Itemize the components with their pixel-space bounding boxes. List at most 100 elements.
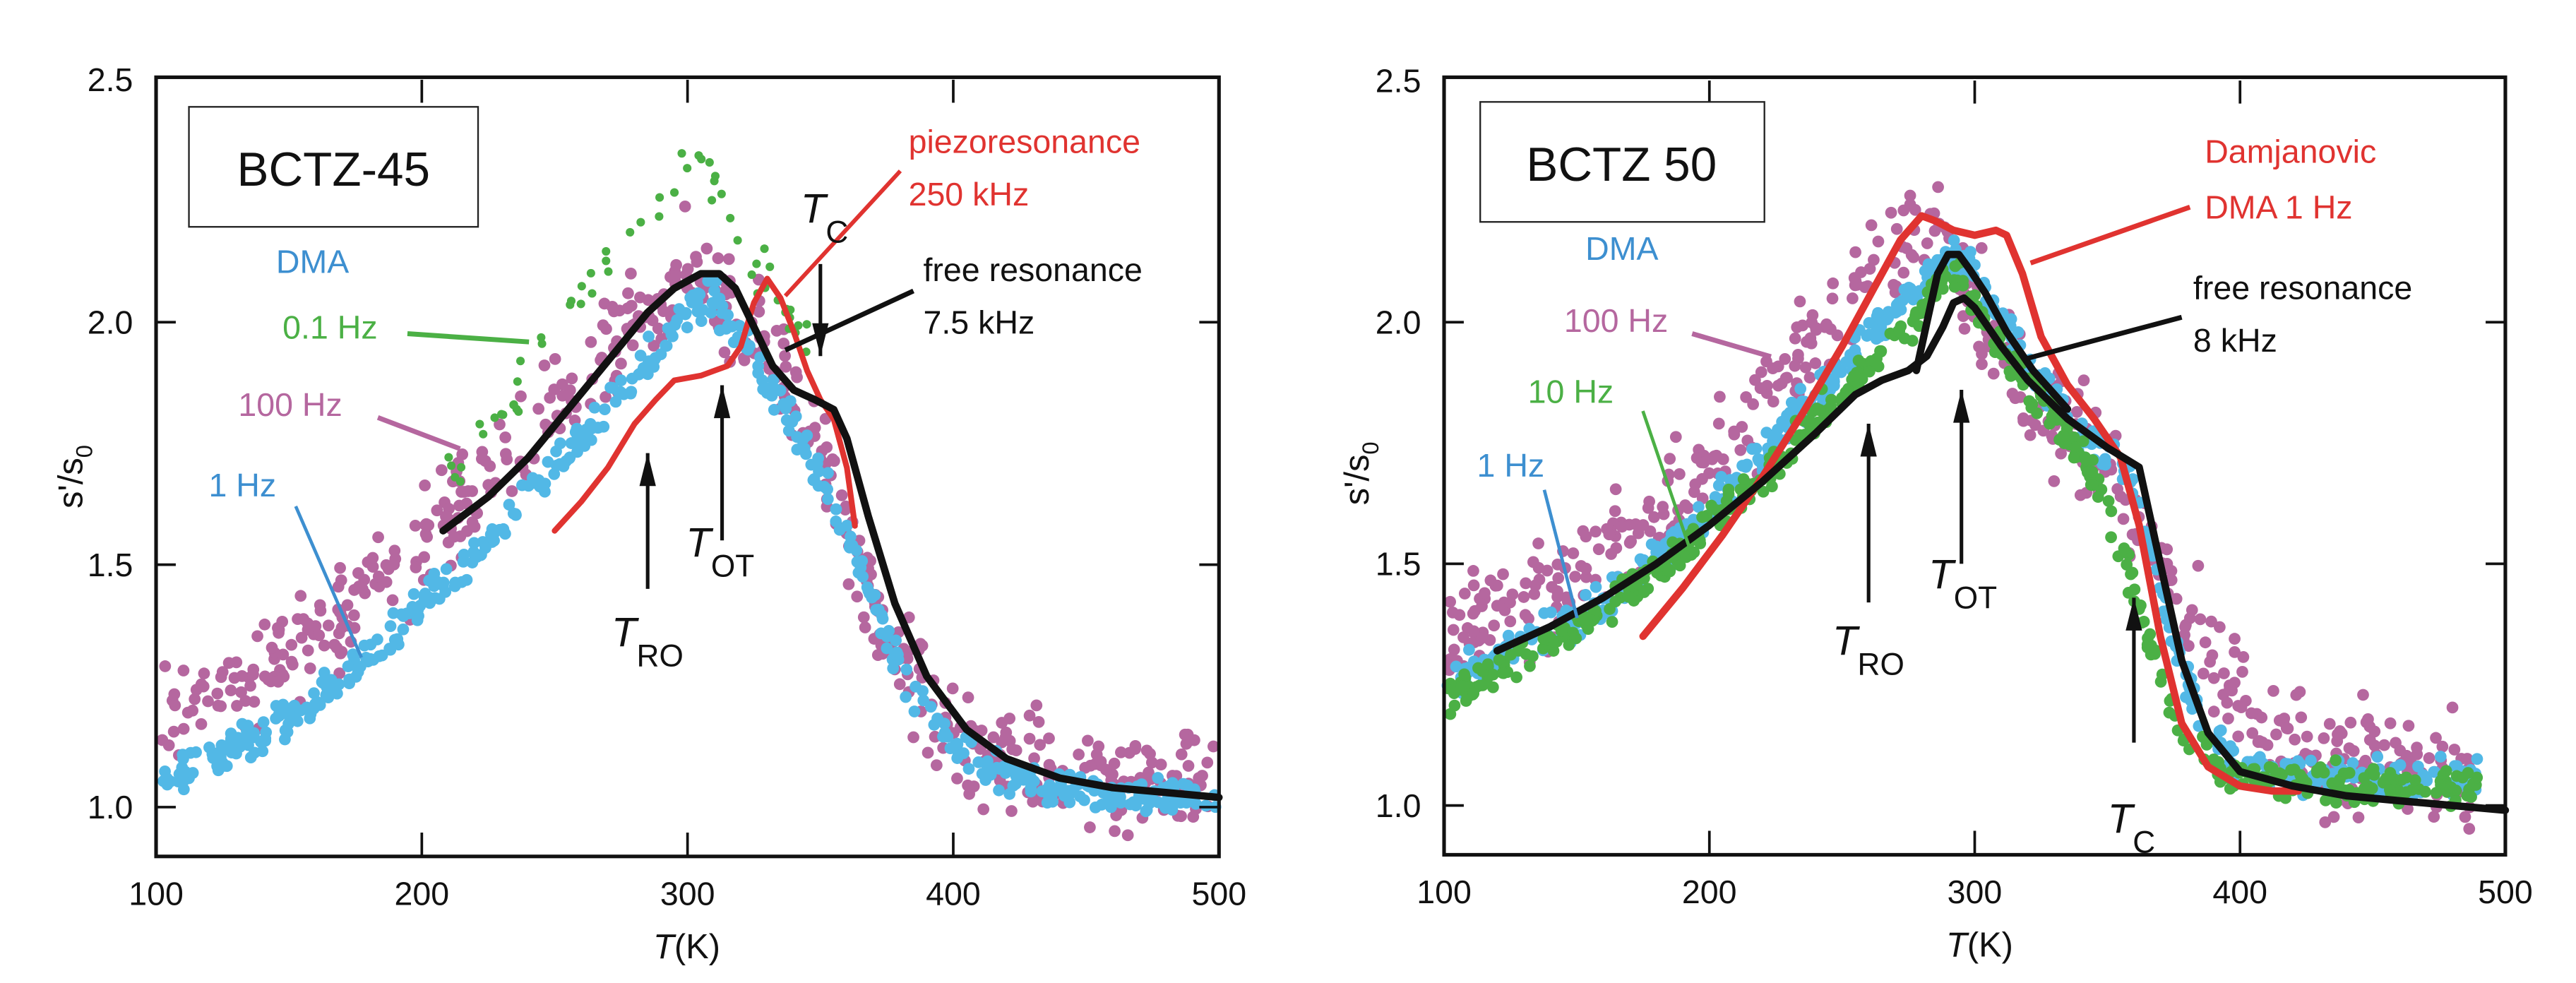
- panel-label-box: BCTZ 50: [1479, 101, 1765, 223]
- data-point: [550, 445, 562, 458]
- data-point: [641, 368, 654, 381]
- data-point: [1524, 660, 1536, 672]
- data-point: [708, 285, 720, 297]
- data-point: [1479, 587, 1491, 600]
- data-point: [718, 346, 731, 359]
- data-point: [1890, 222, 1903, 235]
- data-point: [455, 576, 468, 588]
- data-point: [846, 539, 859, 552]
- data-point: [1616, 520, 1628, 533]
- annotation-100hz: 100 Hz: [1564, 302, 1668, 339]
- data-point: [652, 322, 664, 335]
- data-point: [2366, 782, 2378, 794]
- marker-label: TRO: [1832, 619, 1904, 682]
- data-point: [660, 340, 673, 352]
- annotation-7.5khz: 7.5 kHz: [924, 304, 1035, 341]
- annotation-0.1hz: 0.1 Hz: [282, 309, 377, 346]
- data-point: [566, 372, 578, 385]
- data-point: [1497, 568, 1509, 580]
- data-point: [780, 360, 792, 373]
- data-point: [1909, 309, 1921, 322]
- data-point: [1757, 485, 1770, 498]
- data-point: [429, 592, 441, 604]
- data-point: [1444, 595, 1457, 608]
- data-point: [1779, 353, 1791, 365]
- data-point: [1852, 355, 1865, 367]
- data-point: [977, 803, 990, 816]
- data-point: [2218, 667, 2230, 679]
- data-point: [2440, 765, 2452, 778]
- data-point: [1638, 586, 1650, 598]
- data-point: [435, 464, 448, 477]
- data-point: [2105, 505, 2118, 518]
- data-point: [962, 691, 974, 704]
- data-point: [1868, 254, 1880, 266]
- data-point: [1884, 327, 1897, 340]
- data-point: [2430, 732, 2442, 744]
- data-point: [585, 336, 597, 348]
- data-point: [161, 778, 174, 791]
- line-layer: [1493, 212, 2510, 814]
- data-point: [248, 729, 260, 741]
- y-tick-label: 1.5: [88, 547, 133, 583]
- data-point: [538, 359, 551, 371]
- data-point: [1201, 756, 1214, 769]
- data-point: [2471, 753, 2483, 765]
- data-point: [727, 336, 740, 349]
- data-point: [576, 299, 585, 309]
- data-point: [258, 670, 271, 683]
- data-point: [506, 485, 518, 497]
- data-point: [571, 422, 583, 435]
- panel-bctz50: 100 200 300 400 500 1.0 1.5 2.0 2.5 BCTZ 50 DMA …: [1338, 62, 2533, 964]
- data-point: [515, 479, 528, 492]
- data-point: [1921, 237, 1933, 249]
- data-point: [566, 300, 575, 309]
- data-point: [633, 368, 645, 381]
- x-tick-label: 200: [1682, 874, 1737, 910]
- data-point: [695, 315, 708, 327]
- data-point: [655, 193, 664, 202]
- marker-label: TC: [801, 186, 848, 250]
- data-point: [791, 443, 804, 456]
- data-point: [266, 641, 278, 654]
- x-tick-label: 300: [1948, 874, 2003, 910]
- data-point: [1712, 417, 1725, 430]
- data-point: [236, 670, 249, 682]
- data-point: [716, 306, 729, 319]
- data-point: [386, 594, 399, 607]
- data-point: [211, 687, 224, 700]
- data-point: [2461, 753, 2474, 765]
- data-point: [2163, 706, 2176, 719]
- data-point: [295, 631, 308, 644]
- data-point: [2423, 752, 2435, 764]
- data-point: [2046, 410, 2058, 422]
- arrow-head-icon: [812, 323, 829, 357]
- data-point: [1006, 805, 1018, 817]
- data-point: [322, 619, 335, 632]
- data-point: [1036, 785, 1049, 797]
- leader-0.1hz: [407, 331, 530, 345]
- data-point: [2170, 592, 2183, 605]
- data-point: [342, 660, 354, 673]
- data-point: [2357, 689, 2369, 701]
- data-point: [634, 291, 646, 304]
- data-point: [2343, 767, 2356, 779]
- arrow-head-icon: [2125, 597, 2142, 631]
- data-point: [2394, 758, 2407, 771]
- series-damjanovic-dma-1-hz: [1639, 212, 2303, 795]
- data-point: [1932, 181, 1944, 193]
- data-point: [2014, 391, 2027, 403]
- data-point: [341, 599, 354, 612]
- data-point: [1806, 309, 1819, 321]
- data-point: [2378, 739, 2390, 751]
- data-point: [1543, 631, 1556, 643]
- data-point: [2077, 374, 2090, 387]
- data-point: [779, 350, 791, 362]
- data-point: [333, 667, 346, 679]
- data-point: [2227, 744, 2240, 757]
- data-point: [606, 300, 619, 313]
- data-point: [2448, 744, 2461, 756]
- data-point: [453, 499, 465, 512]
- data-point: [2237, 651, 2250, 663]
- data-point: [2344, 716, 2357, 729]
